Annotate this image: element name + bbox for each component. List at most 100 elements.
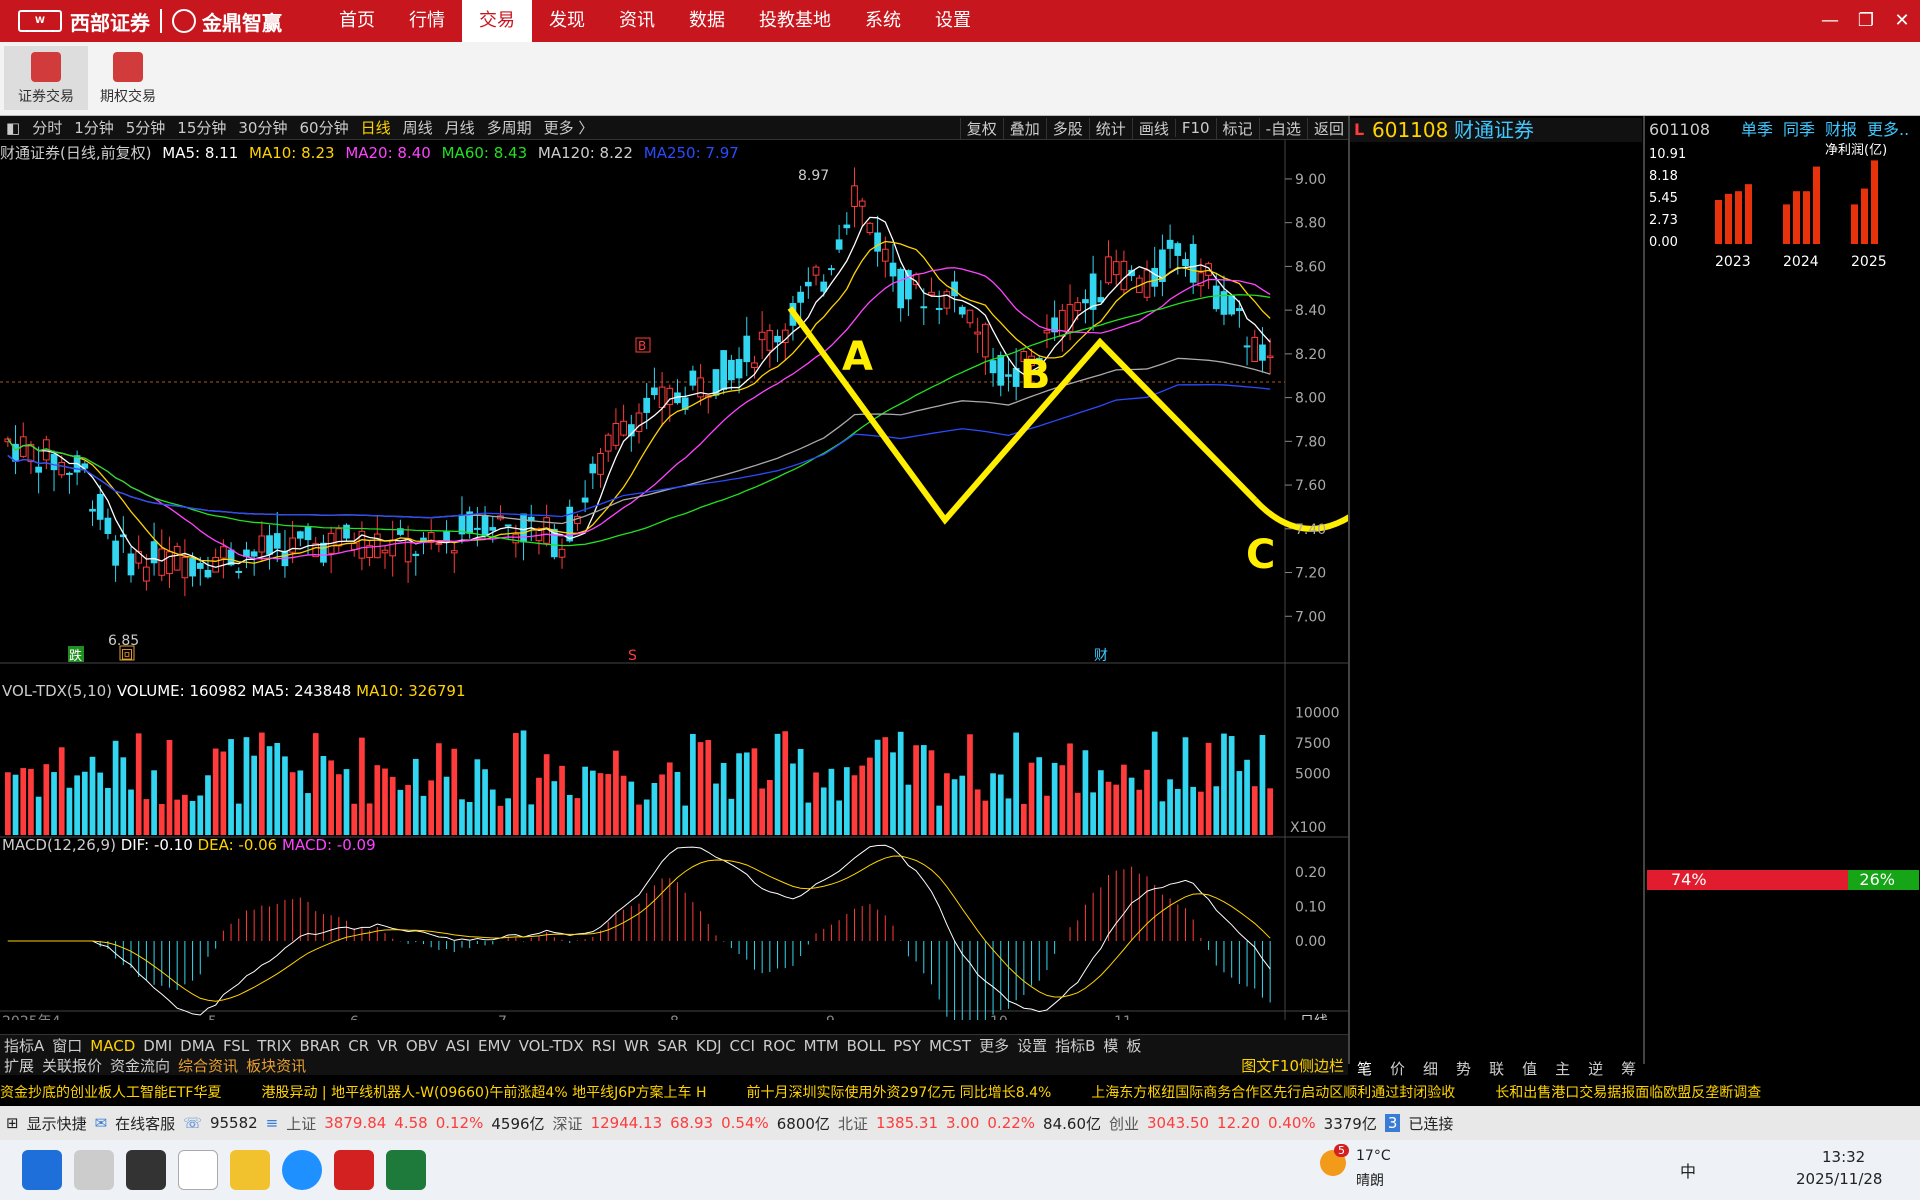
candle[interactable] (512, 524, 520, 558)
candle[interactable] (928, 277, 935, 297)
marker-b[interactable]: B (638, 339, 646, 353)
candle[interactable] (173, 542, 181, 571)
profit-bar[interactable] (1715, 200, 1722, 244)
indicator-tab-24[interactable]: 更多 (979, 1037, 1010, 1055)
indicator-tab-11[interactable]: ASI (445, 1036, 470, 1055)
restore-icon[interactable]: ❐ (1857, 10, 1875, 31)
candle[interactable] (604, 432, 612, 462)
candle[interactable] (574, 513, 581, 531)
candle[interactable] (1035, 355, 1043, 371)
fin-tab-2[interactable]: 财报 (1825, 120, 1858, 139)
candle[interactable] (1066, 284, 1074, 341)
indicator-tab-27[interactable]: 模 (1103, 1037, 1119, 1055)
candle[interactable] (1020, 347, 1028, 378)
period-tab-0[interactable]: 分时 (32, 119, 63, 137)
candle[interactable] (281, 529, 289, 578)
marker-s[interactable]: S (628, 648, 637, 664)
clock-date[interactable]: 2025/11/28 (1796, 1170, 1883, 1188)
candle[interactable] (1159, 234, 1166, 297)
shortcut-label[interactable]: 显示快捷 (26, 1114, 87, 1133)
search-icon[interactable] (74, 1150, 114, 1190)
candle[interactable] (327, 526, 335, 574)
profit-bar[interactable] (1813, 166, 1820, 244)
chart-tool-5[interactable]: F10 (1174, 119, 1216, 137)
marker-hui[interactable]: 回 (121, 648, 133, 662)
candle[interactable] (320, 534, 327, 567)
ime-indicator[interactable]: 中 (1680, 1162, 1697, 1181)
tick-tab-3[interactable]: 势 (1456, 1059, 1472, 1078)
candle[interactable] (982, 322, 989, 375)
indicator-tab-2[interactable]: MACD (90, 1036, 136, 1055)
candle[interactable] (1266, 338, 1274, 375)
candle[interactable] (381, 545, 389, 569)
candle[interactable] (828, 264, 835, 276)
candle[interactable] (1220, 275, 1228, 326)
candle[interactable] (189, 552, 196, 587)
candle[interactable] (50, 450, 58, 492)
indicator-tab-9[interactable]: VR (377, 1036, 398, 1055)
candle[interactable] (858, 197, 866, 227)
candle[interactable] (1058, 304, 1066, 352)
menu-item-3[interactable]: 发现 (549, 10, 585, 31)
candle[interactable] (1043, 314, 1051, 349)
candle[interactable] (150, 522, 158, 576)
candle[interactable] (1051, 300, 1058, 341)
candle[interactable] (166, 536, 173, 589)
candle[interactable] (620, 404, 627, 437)
candle[interactable] (881, 236, 889, 278)
candle[interactable] (119, 516, 127, 553)
candle[interactable] (674, 379, 681, 405)
candle[interactable] (1120, 250, 1128, 295)
candle[interactable] (1228, 294, 1236, 317)
tick-tab-7[interactable]: 逆 (1588, 1059, 1604, 1078)
profit-bar[interactable] (1783, 204, 1790, 244)
candle[interactable] (1259, 327, 1266, 373)
indicator-tab-26[interactable]: 指标B (1055, 1037, 1096, 1055)
candle[interactable] (735, 347, 743, 394)
indicator-tab-14[interactable]: RSI (591, 1036, 616, 1055)
candle[interactable] (1128, 265, 1135, 282)
indicator-tab-23[interactable]: MCST (928, 1036, 972, 1055)
ext-tab-1[interactable]: 关联报价 (42, 1056, 103, 1075)
profit-bar[interactable] (1803, 191, 1810, 244)
shortcut-icon[interactable]: ⊞ (6, 1114, 19, 1132)
chart-tool-1[interactable]: 叠加 (1002, 117, 1046, 139)
indicator-tab-28[interactable]: 板 (1126, 1037, 1142, 1055)
candle[interactable] (158, 529, 166, 582)
candle[interactable] (897, 267, 905, 322)
kline-chart[interactable]: A B C 8.97 6.85 跌 回 S B 财 VOL-TDX(5,10) … (0, 140, 1403, 1032)
candle[interactable] (66, 471, 73, 494)
option-trade-button[interactable]: 期权交易 (86, 46, 170, 110)
trading-app-icon[interactable] (334, 1150, 374, 1190)
candle[interactable] (812, 264, 820, 286)
marker-cai[interactable]: 财 (1094, 648, 1108, 664)
candle[interactable] (866, 221, 874, 236)
tick-tab-5[interactable]: 值 (1522, 1059, 1538, 1078)
candle[interactable] (404, 525, 412, 583)
news-item-2[interactable]: 前十月深圳实际使用外资297亿元 同比增长8.4% (746, 1085, 1052, 1101)
indicator-tab-6[interactable]: TRIX (257, 1036, 292, 1055)
candle[interactable] (443, 520, 450, 554)
candle[interactable] (58, 455, 66, 479)
candle[interactable] (550, 524, 558, 560)
clock-time[interactable]: 13:32 (1822, 1148, 1866, 1166)
ext-tab-2[interactable]: 资金流向 (110, 1056, 171, 1075)
candle[interactable] (997, 351, 1005, 397)
candle[interactable] (1243, 336, 1251, 366)
candle[interactable] (681, 386, 689, 415)
chat-icon[interactable]: ✉ (94, 1114, 108, 1132)
candle[interactable] (289, 520, 296, 564)
candle[interactable] (1166, 224, 1174, 269)
candle[interactable] (19, 422, 27, 459)
abc-wave-drawing[interactable] (787, 306, 1258, 525)
period-tab-1[interactable]: 1分钟 (74, 119, 114, 137)
candle[interactable] (689, 365, 697, 391)
menu-item-8[interactable]: 设置 (935, 10, 971, 31)
candle[interactable] (920, 288, 928, 326)
candle[interactable] (266, 524, 273, 570)
indicator-tab-10[interactable]: OBV (405, 1036, 438, 1055)
profit-bar[interactable] (1871, 160, 1878, 244)
news-item-0[interactable]: 资金抄底的创业板人工智能ETF华夏 (0, 1085, 222, 1101)
candle[interactable] (358, 521, 366, 571)
profit-bar[interactable] (1735, 191, 1742, 244)
